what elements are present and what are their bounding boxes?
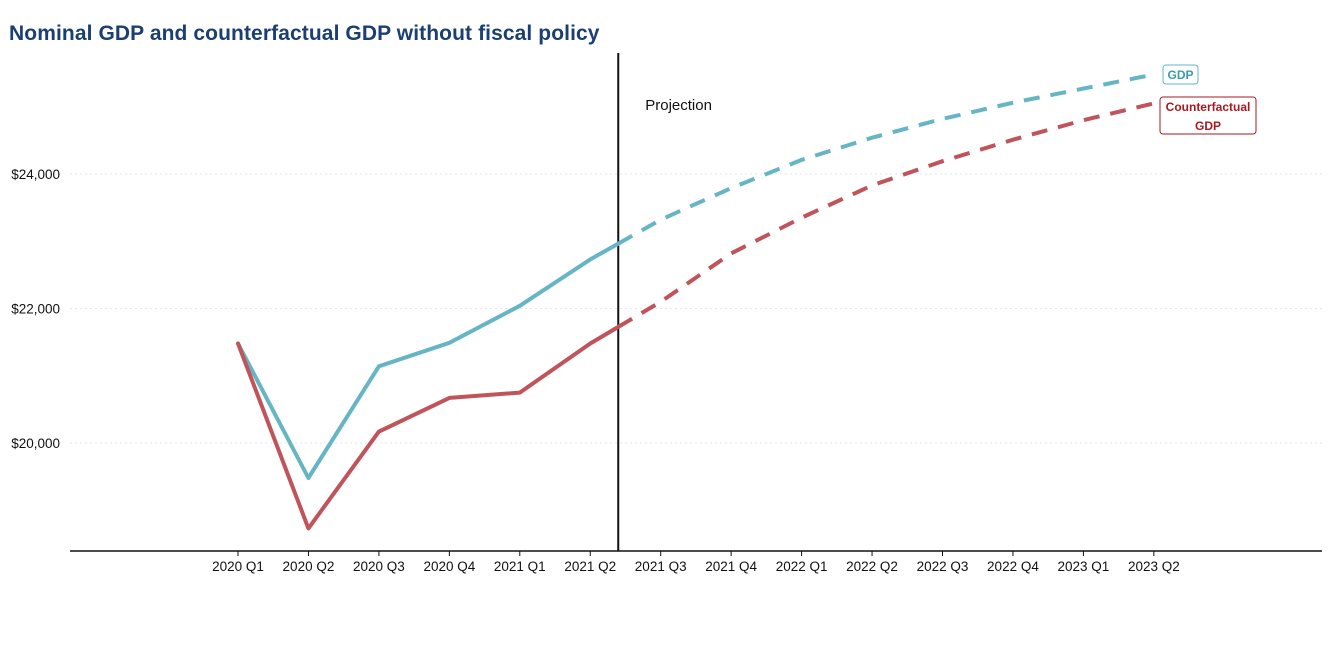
x-tick-label: 2022 Q2 — [846, 559, 898, 574]
x-tick-label: 2021 Q4 — [705, 559, 757, 574]
gdp-line-actual — [236, 241, 621, 480]
x-tick-label: 2022 Q1 — [776, 559, 828, 574]
x-tick-label: 2020 Q1 — [212, 559, 264, 574]
counterfactual-gdp-line-actual — [236, 324, 621, 531]
x-tick-label: 2021 Q2 — [564, 559, 616, 574]
labels: Projection GDP Counterfactual GDP — [645, 64, 1257, 135]
y-tick-label: $24,000 — [11, 167, 60, 182]
gdp-line-projection — [617, 72, 1155, 246]
x-tick-label: 2020 Q3 — [353, 559, 405, 574]
gridlines — [70, 173, 1322, 444]
projection-label: Projection — [645, 97, 712, 114]
x-tick-label: 2022 Q3 — [917, 559, 969, 574]
axes: $20,000 $22,000 $24,000 2020 Q1 2020 Q2 2020 … — [11, 53, 1322, 574]
counterfactual-series-label-line2: GDP — [1195, 119, 1221, 133]
x-tick-label: 2021 Q3 — [635, 559, 687, 574]
gdp-label-box — [1162, 64, 1199, 85]
x-tick-label: 2020 Q4 — [423, 559, 475, 574]
x-tick-label: 2023 Q1 — [1058, 559, 1110, 574]
y-tick-label: $22,000 — [11, 302, 60, 317]
gdp-series-label: GDP — [1167, 68, 1193, 82]
chart-title: Nominal GDP and counterfactual GDP witho… — [9, 22, 600, 45]
counterfactual-gdp-line-projection — [617, 101, 1155, 329]
x-tick-label: 2021 Q1 — [494, 559, 546, 574]
series-lines — [236, 72, 1155, 531]
counterfactual-series-label: Counterfactual — [1166, 100, 1251, 114]
x-tick-label: 2022 Q4 — [987, 559, 1039, 574]
counterfactual-label-box — [1159, 96, 1257, 135]
x-tick-label: 2023 Q2 — [1128, 559, 1180, 574]
x-tick-label: 2020 Q2 — [283, 559, 335, 574]
y-tick-label: $20,000 — [11, 436, 60, 451]
